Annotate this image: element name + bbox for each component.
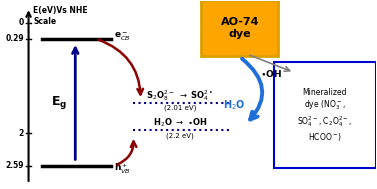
- Text: 2: 2: [19, 129, 24, 138]
- Text: Mineralized
dye (NO$_3^-$,
SO$_4^{2-}$, C$_2$O$_4^{2-}$,
HCOO$^-$): Mineralized dye (NO$_3^-$, SO$_4^{2-}$, …: [297, 88, 352, 143]
- Text: (2.2 eV): (2.2 eV): [166, 132, 194, 139]
- Text: AO-74
dye: AO-74 dye: [221, 17, 259, 39]
- Text: $\bullet$OH: $\bullet$OH: [261, 68, 282, 79]
- Text: $\mathbf{E_g}$: $\mathbf{E_g}$: [51, 94, 67, 111]
- Text: h$^+_{VB}$: h$^+_{VB}$: [114, 161, 130, 176]
- Text: E(eV)Vs NHE: E(eV)Vs NHE: [33, 6, 88, 15]
- Text: H$_2$O $\rightarrow$ $\bullet$OH: H$_2$O $\rightarrow$ $\bullet$OH: [153, 116, 207, 129]
- Text: 0: 0: [19, 18, 24, 27]
- FancyArrowPatch shape: [242, 59, 262, 119]
- Text: Scale: Scale: [33, 17, 56, 26]
- FancyArrowPatch shape: [117, 141, 136, 165]
- FancyArrowPatch shape: [98, 40, 143, 94]
- Text: 2.59: 2.59: [6, 161, 24, 170]
- FancyBboxPatch shape: [201, 0, 278, 56]
- Text: S$_2$O$_8^{2-}$ $\rightarrow$ SO$_4^{2\bullet}$: S$_2$O$_8^{2-}$ $\rightarrow$ SO$_4^{2\b…: [146, 88, 214, 102]
- Text: e$^-_{CB}$: e$^-_{CB}$: [114, 30, 130, 43]
- Text: H$_2$O: H$_2$O: [223, 98, 245, 112]
- Text: 0.29: 0.29: [5, 34, 24, 43]
- FancyArrowPatch shape: [250, 55, 290, 71]
- FancyBboxPatch shape: [274, 63, 375, 168]
- Text: (2.01 eV): (2.01 eV): [164, 105, 196, 111]
